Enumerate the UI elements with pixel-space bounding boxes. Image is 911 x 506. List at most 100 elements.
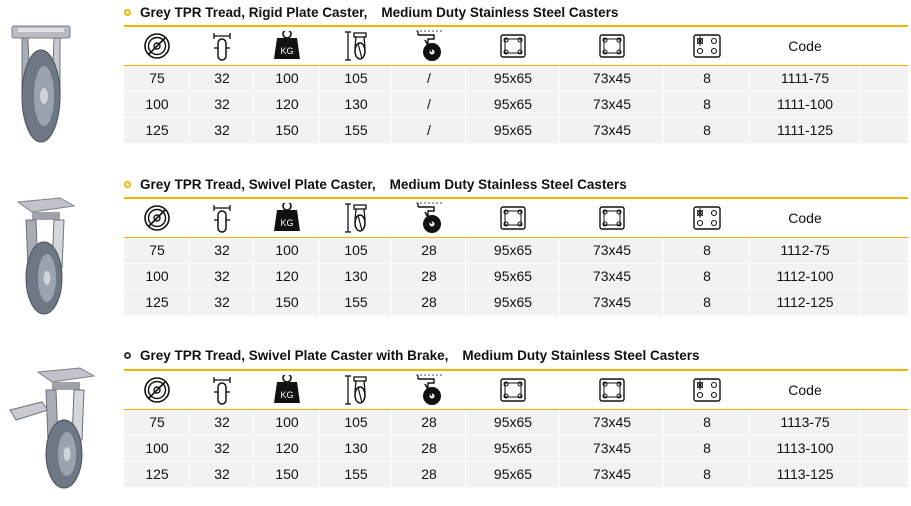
code-header: Code [788,210,822,226]
table-row: 75 32 100 105 28 95x65 73x45 8 1112-75 [124,238,908,264]
bullet-icon [124,352,131,359]
column-divider [663,462,664,487]
wheel-width-cell: 32 [214,414,230,430]
plate-size-cell: 95x65 [493,294,533,310]
column-divider [189,436,190,461]
column-divider [391,238,392,263]
load-capacity-cell: 150 [275,466,299,482]
column-divider [253,436,254,461]
load-capacity-cell: 100 [275,70,299,86]
wheel-diameter-cell: 125 [145,294,169,310]
overall-height-icon [344,31,367,61]
column-divider [465,66,466,91]
column-divider [319,264,320,289]
column-divider [253,410,254,435]
plate-size-cell: 95x65 [493,414,533,430]
load-capacity-cell: 100 [275,414,299,430]
brake-caster-image [9,367,95,489]
wheel-width-cell: 32 [214,96,230,112]
bolt-hole-diameter-header [664,27,750,65]
rigid-caster-image [11,25,71,143]
column-divider [663,290,664,315]
swivel-offset-cell: / [427,122,431,138]
column-divider [391,92,392,117]
swivel-offset-header [392,199,466,237]
overall-height-cell: 130 [344,440,368,456]
column-divider [559,118,560,143]
bolt-spacing-cell: 73x45 [592,122,632,138]
column-divider [749,264,750,289]
column-divider [391,410,392,435]
column-divider [749,436,750,461]
table-row: 125 32 150 155 28 95x65 73x45 8 1112-125 [124,290,908,316]
swivel-offset-cell: 28 [421,466,437,482]
column-divider [319,118,320,143]
code-cell: 1111-100 [776,96,834,112]
bullet-icon [124,9,131,16]
bolt-spacing-cell: 73x45 [592,268,632,284]
overall-height-cell: 155 [344,294,368,310]
wheel-diameter-header [124,27,190,65]
column-divider [253,118,254,143]
swivel-offset-cell: 28 [421,414,437,430]
column-divider [559,410,560,435]
bolt-hole-cell: 8 [703,294,711,310]
load-capacity-icon: KG [273,31,301,60]
load-capacity-header: KG [254,371,320,409]
plate-size-icon [500,206,526,230]
bolt-spacing-cell: 73x45 [592,466,632,482]
column-divider [391,118,392,143]
column-divider [189,410,190,435]
wheel-diameter-cell: 100 [145,268,169,284]
load-capacity-cell: 120 [275,96,299,112]
column-divider [391,290,392,315]
code-cell: 1113-100 [776,440,834,456]
column-divider [663,410,664,435]
bullet-icon [124,181,131,188]
swivel-offset-icon [415,374,444,406]
overall-height-header [320,371,392,409]
swivel-offset-icon [415,202,444,234]
wheel-diameter-cell: 75 [149,414,165,430]
swivel-caster-image [17,197,75,315]
plate-size-header [466,371,560,409]
column-divider [319,66,320,91]
code-header: Code [788,38,822,54]
column-divider [663,264,664,289]
overall-height-cell: 105 [344,70,368,86]
table-row: 100 32 120 130 / 95x65 73x45 8 1111-100 [124,92,908,118]
wheel-diameter-icon [144,377,170,403]
column-divider [559,238,560,263]
wheel-width-icon [213,204,231,233]
column-divider [465,238,466,263]
column-divider [859,264,860,289]
bolt-hole-cell: 8 [703,242,711,258]
plate-size-cell: 95x65 [493,96,533,112]
column-divider [559,462,560,487]
wheel-width-cell: 32 [214,268,230,284]
load-capacity-cell: 150 [275,294,299,310]
column-divider [859,118,860,143]
wheel-width-cell: 32 [214,122,230,138]
column-divider [749,462,750,487]
column-divider [465,92,466,117]
overall-height-cell: 105 [344,414,368,430]
column-divider [189,238,190,263]
column-divider [859,238,860,263]
column-divider [319,92,320,117]
column-divider [559,264,560,289]
wheel-diameter-cell: 75 [149,70,165,86]
bolt-hole-cell: 8 [703,96,711,112]
load-capacity-icon: KG [273,375,301,404]
wheel-width-cell: 32 [214,242,230,258]
column-divider [749,410,750,435]
bolt-hole-cell: 8 [703,122,711,138]
bolt-hole-spacing-icon [599,378,625,402]
bolt-spacing-cell: 73x45 [592,440,632,456]
column-divider [189,92,190,117]
bolt-hole-spacing-header [560,371,664,409]
section-title: Grey TPR Tread, Rigid Plate Caster, Mediu… [124,5,618,21]
table-row: 75 32 100 105 / 95x65 73x45 8 1111-75 [124,66,908,92]
column-divider [465,290,466,315]
column-divider [559,66,560,91]
